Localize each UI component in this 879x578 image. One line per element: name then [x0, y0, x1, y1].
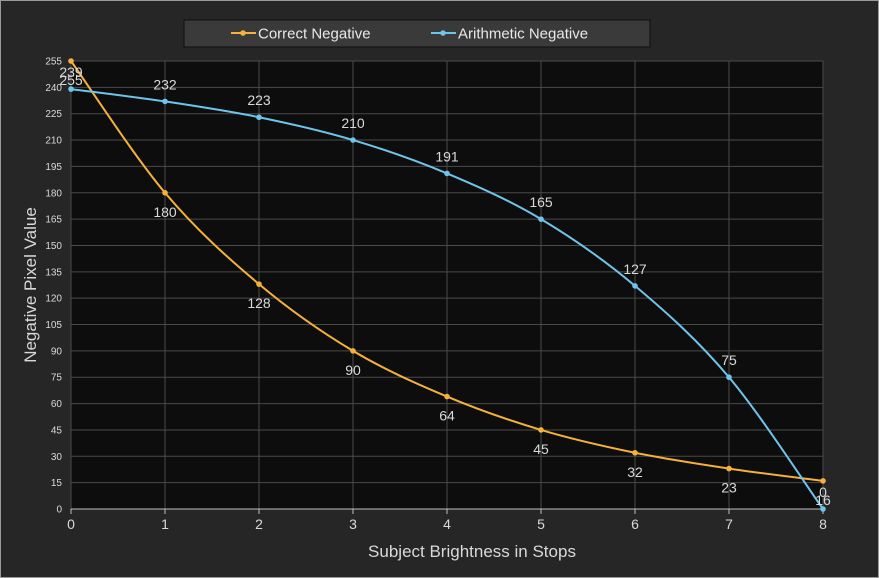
x-tick-label: 2: [255, 516, 263, 532]
y-tick-label: 135: [45, 267, 62, 278]
arithmetic-negative-point: [726, 374, 732, 381]
x-tick-label: 3: [349, 516, 357, 532]
correct-negative-data-label: 64: [439, 408, 455, 424]
correct-negative-point: [256, 281, 262, 287]
x-axis-title: Subject Brightness in Stops: [368, 542, 576, 561]
y-tick-label: 120: [45, 294, 62, 305]
legend-correct-negative-label: Correct Negative: [258, 26, 371, 43]
y-tick-label: 45: [51, 425, 63, 436]
arithmetic-negative-data-label: 232: [153, 76, 177, 92]
arithmetic-negative-data-label: 223: [247, 92, 271, 108]
y-tick-label: 255: [45, 57, 62, 68]
y-axis-ticks: 0 15 30 45 60 75 90 105 120 135 150 165 180 195 210 225…: [45, 57, 62, 516]
arithmetic-negative-point: [444, 170, 450, 177]
x-tick-label: 5: [537, 516, 545, 532]
correct-negative-point: [350, 348, 356, 354]
arithmetic-negative-data-label: 239: [59, 64, 83, 80]
y-tick-label: 240: [45, 83, 62, 94]
correct-negative-data-label: 255: [59, 72, 83, 88]
x-tick-label: 4: [443, 516, 451, 532]
correct-negative-data-label: 45: [533, 441, 549, 457]
arithmetic-negative-point: [538, 216, 544, 222]
arithmetic-negative-line: [70, 88, 824, 510]
correct-negative-data-label: 23: [721, 480, 737, 496]
y-tick-label: 105: [45, 320, 62, 331]
x-tick-label: 0: [67, 516, 75, 532]
x-tick-label: 8: [819, 516, 827, 532]
correct-negative-data-label: 90: [345, 362, 361, 378]
arithmetic-negative-data-label: 127: [623, 261, 647, 277]
arithmetic-negative-data-label: 210: [341, 115, 365, 131]
x-tick-label: 7: [725, 516, 733, 532]
correct-negative-line: [70, 60, 824, 482]
y-tick-label: 75: [51, 373, 63, 384]
y-tick-label: 30: [51, 452, 63, 463]
y-tick-label: 180: [45, 188, 62, 199]
y-axis-title: Negative Pixel Value: [21, 207, 40, 363]
y-tick-label: 165: [45, 215, 62, 226]
y-tick-label: 0: [56, 505, 62, 516]
legend-box: [183, 19, 651, 48]
y-tick-label: 195: [45, 162, 62, 173]
correct-negative-data-label: 180: [153, 204, 177, 220]
arithmetic-negative-data-label: 0: [819, 484, 827, 500]
arithmetic-negative-data-label: 75: [721, 352, 737, 368]
legend-arithmetic-negative-label: Arithmetic Negative: [458, 26, 588, 43]
arithmetic-negative-point: [256, 114, 262, 121]
arithmetic-negative-data-label: 165: [529, 194, 553, 210]
series-group: [68, 58, 826, 512]
correct-negative-point: [820, 478, 826, 484]
arithmetic-negative-point: [162, 98, 168, 105]
x-axis-ticks: 0 1 2 3 4 5 6 7 8: [67, 509, 827, 532]
y-tick-label: 15: [51, 478, 63, 489]
y-tick-label: 150: [45, 241, 62, 252]
legend-correct-negative-dot: [240, 30, 246, 36]
x-tick-label: 6: [631, 516, 639, 532]
gridlines: [70, 60, 824, 509]
arithmetic-negative-point: [350, 137, 356, 143]
y-tick-label: 225: [45, 109, 62, 120]
correct-negative-data-label: 16: [815, 492, 831, 508]
arithmetic-negative-data-label: 191: [435, 148, 459, 164]
y-tick-label: 90: [51, 346, 63, 357]
y-tick-label: 210: [45, 136, 62, 147]
x-tick-label: 1: [161, 516, 169, 532]
legend: Correct Negative Arithmetic Negative: [183, 19, 651, 48]
correct-negative-point: [162, 189, 168, 196]
correct-negative-point: [68, 58, 74, 64]
correct-negative-point: [632, 449, 638, 456]
correct-negative-data-label: 128: [247, 295, 271, 311]
legend-arithmetic-negative-dot: [440, 30, 446, 36]
correct-negative-point: [538, 427, 544, 433]
correct-negative-data-label: 32: [627, 464, 643, 480]
arithmetic-negative-point: [68, 86, 74, 92]
y-tick-label: 60: [51, 399, 63, 410]
data-labels: 255 180 128 90 64 45 32 23 16 239 232 223 210 191 165 1…: [59, 64, 831, 508]
arithmetic-negative-point: [632, 283, 638, 289]
correct-negative-point: [726, 465, 732, 472]
correct-negative-point: [444, 393, 450, 400]
arithmetic-negative-point: [820, 506, 826, 512]
